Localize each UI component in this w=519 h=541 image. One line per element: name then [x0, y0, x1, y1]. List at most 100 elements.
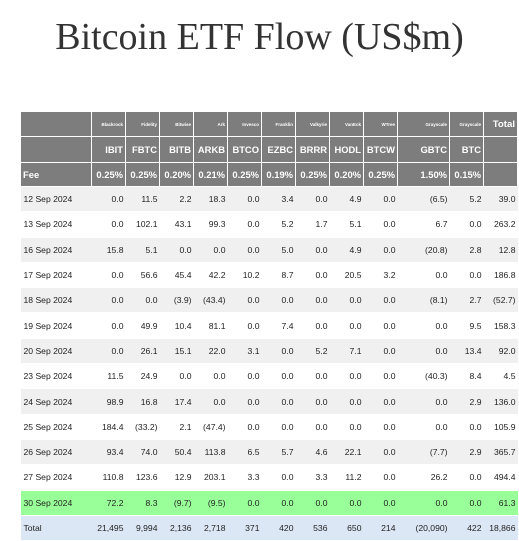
table-row: 20 Sep 2024 0.0 26.1 15.1 22.0 3.1 0.0 5.2 7.1 0.…: [20, 338, 518, 365]
ticker-header-cell: BITB: [159, 136, 194, 163]
flow-cell: 2.1: [159, 414, 194, 440]
issuer-header-cell: Grayscale: [449, 111, 484, 137]
issuer-header-cell: Fidelity: [125, 111, 160, 137]
table-row: 16 Sep 2024 15.8 5.1 0.0 0.0 0.0 5.0 0.0 4.9 0.0(…: [20, 237, 518, 263]
flow-cell: 0.0: [397, 262, 450, 289]
flow-cell: 0.0: [227, 414, 262, 440]
flow-cell: 0.0: [125, 287, 160, 314]
flow-cell: 0.0: [329, 312, 364, 339]
flow-cell: 3.3: [227, 464, 262, 491]
flow-cell: 0.0: [227, 388, 262, 415]
flow-cell: 0.0: [449, 490, 484, 516]
flow-cell: 0.0: [261, 363, 296, 390]
flow-cell: (43.4): [193, 287, 228, 314]
flow-cell: 0.0: [363, 338, 398, 365]
row-total-cell: 158.3: [483, 312, 518, 339]
flow-cell: 113.8: [193, 439, 228, 466]
table-row: 13 Sep 2024 0.0 102.1 43.1 99.3 0.0 5.2 1.7 5.1 0…: [20, 211, 518, 238]
fee-cell: 1.50%: [397, 162, 450, 187]
row-date: 26 Sep 2024: [20, 439, 92, 466]
flow-cell: 0.0: [295, 287, 330, 314]
flow-cell: 4.6: [295, 439, 330, 466]
flow-cell: 2.9: [449, 439, 484, 466]
flow-cell: 0.0: [227, 363, 262, 390]
flow-cell: 0.0: [329, 388, 364, 415]
flow-cell: 0.0: [329, 363, 364, 390]
flow-cell: 13.4: [449, 338, 484, 365]
flow-cell: 1.7: [295, 211, 330, 238]
fee-cell: 0.20%: [329, 162, 364, 187]
flow-cell: 18.3: [193, 186, 228, 213]
fee-cell: 0.15%: [449, 162, 484, 187]
row-date: 27 Sep 2024: [20, 464, 92, 491]
flow-cell: 24.9: [125, 363, 160, 390]
flow-cell: 0.0: [91, 186, 126, 213]
flow-cell: 0.0: [363, 439, 398, 466]
flow-cell: 56.6: [125, 262, 160, 289]
flow-cell: (40.3): [397, 363, 450, 390]
flow-cell: 0.0: [363, 363, 398, 390]
flow-cell: 0.0: [91, 262, 126, 289]
flow-cell: 0.0: [227, 211, 262, 238]
row-date: 19 Sep 2024: [20, 312, 92, 339]
flow-cell: 0.0: [449, 211, 484, 238]
issuer-header-cell: Ark: [193, 111, 228, 137]
flow-cell: 0.0: [227, 186, 262, 213]
fee-cell: 0.25%: [227, 162, 262, 187]
flow-cell: 8.3: [125, 490, 160, 516]
total-cell: (20,090): [397, 515, 450, 541]
issuer-header-cell: VanEck: [329, 111, 364, 137]
flow-cell: 4.9: [329, 237, 364, 263]
table-row: 18 Sep 2024 0.0 0.0 (3.9) (43.4) 0.0 0.0 0.0 0.0…: [20, 287, 518, 314]
flow-cell: 0.0: [397, 338, 450, 365]
flow-cell: (3.9): [159, 287, 194, 314]
flow-cell: 0.0: [295, 490, 330, 516]
flow-cell: 0.0: [363, 414, 398, 440]
row-total-cell: 12.8: [483, 237, 518, 263]
flow-cell: 3.1: [227, 338, 262, 365]
flow-cell: 6.5: [227, 439, 262, 466]
table-row: 26 Sep 2024 93.4 74.0 50.4 113.8 6.5 5.7 4.6 22.…: [20, 439, 518, 466]
flow-cell: 5.2: [449, 186, 484, 213]
flow-cell: 0.0: [193, 363, 228, 390]
flow-cell: 203.1: [193, 464, 228, 491]
row-date: 18 Sep 2024: [20, 287, 92, 314]
row-total-cell: 136.0: [483, 388, 518, 415]
ticker-header-cell: IBIT: [91, 136, 126, 163]
flow-cell: 26.2: [397, 464, 450, 491]
ticker-header-cell: FBTC: [125, 136, 160, 163]
table-row: 17 Sep 2024 0.0 56.6 45.4 42.2 10.2 8.7 0.0 20.5…: [20, 262, 518, 289]
header-fee-row: Fee 0.25% 0.25% 0.20% 0.21% 0.25% 0.19% 0.25% 0.…: [20, 162, 518, 187]
flow-cell: 12.9: [159, 464, 194, 491]
row-total-cell: 92.0: [483, 338, 518, 365]
row-total-cell: 263.2: [483, 211, 518, 238]
issuer-header-cell: Grayscale: [397, 111, 450, 137]
flow-cell: 0.0: [261, 490, 296, 516]
flow-cell: 17.4: [159, 388, 194, 415]
flow-cell: 0.0: [363, 312, 398, 339]
header-blank-cell: [20, 111, 92, 137]
row-total-cell: 61.3: [483, 490, 518, 516]
flow-cell: (9.5): [193, 490, 228, 516]
flow-cell: 3.3: [295, 464, 330, 491]
flow-cell: 0.0: [397, 414, 450, 440]
flow-cell: 0.0: [363, 490, 398, 516]
flow-cell: 11.2: [329, 464, 364, 491]
flow-cell: 0.0: [91, 287, 126, 314]
flow-cell: 0.0: [91, 338, 126, 365]
issuer-header-cell: Blackrock: [91, 111, 126, 137]
flow-cell: 2.9: [449, 388, 484, 415]
flow-cell: 0.0: [329, 490, 364, 516]
flow-cell: 72.2: [91, 490, 126, 516]
flow-cell: 6.7: [397, 211, 450, 238]
flow-cell: 20.5: [329, 262, 364, 289]
flow-cell: 81.1: [193, 312, 228, 339]
flow-cell: 5.7: [261, 439, 296, 466]
header-blank-cell: [483, 162, 518, 187]
flow-cell: 0.0: [159, 363, 194, 390]
flow-cell: 0.0: [261, 388, 296, 415]
flow-cell: 0.0: [261, 414, 296, 440]
row-total-cell: 105.9: [483, 414, 518, 440]
flow-cell: 42.2: [193, 262, 228, 289]
fee-label: Fee: [20, 162, 92, 187]
